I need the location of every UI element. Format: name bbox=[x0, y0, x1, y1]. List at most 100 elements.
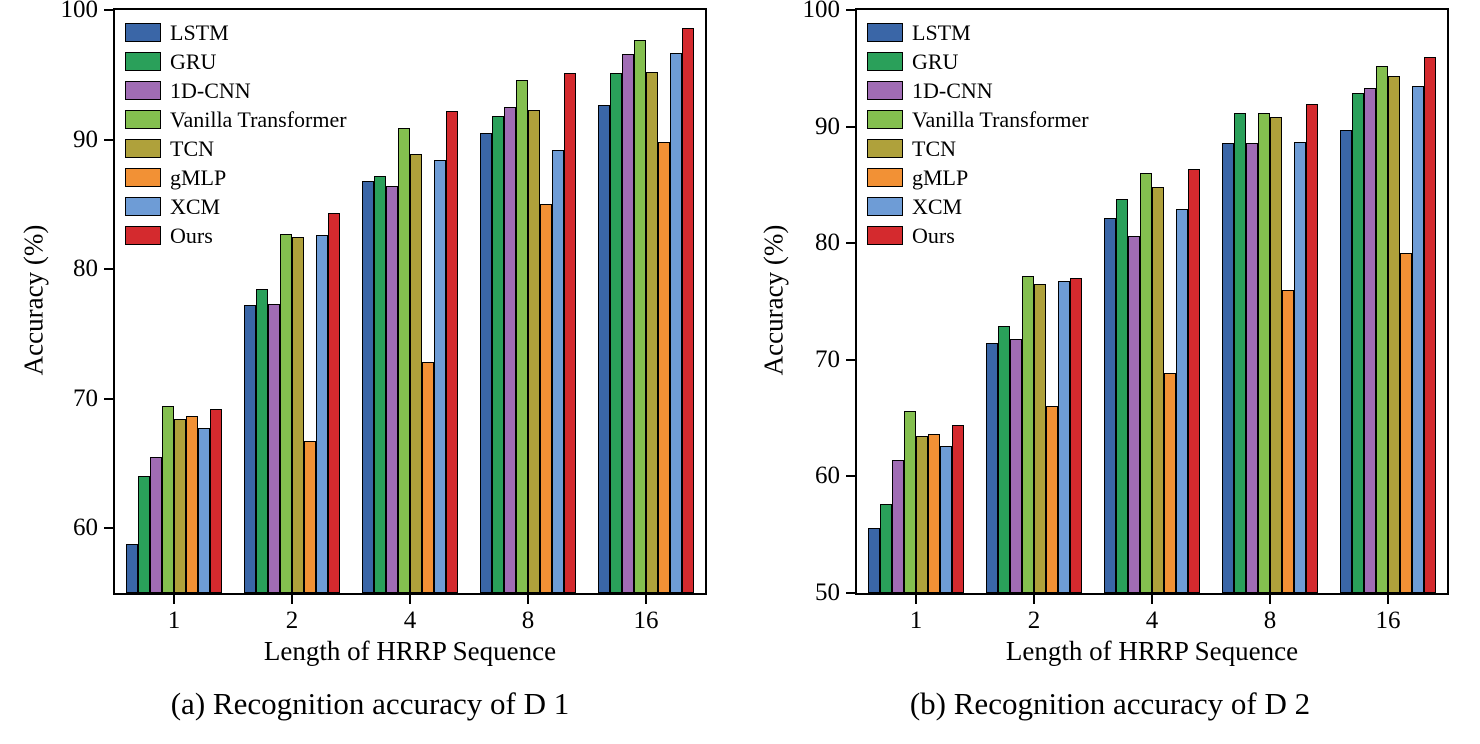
legend-item: 1D-CNN bbox=[867, 76, 1089, 105]
bar-gmlp-x2 bbox=[1046, 406, 1058, 593]
legend-label: XCM bbox=[170, 193, 221, 219]
plot-area-a: LSTM GRU 1D-CNN Vanilla Transformer TCN gMLP X… bbox=[113, 8, 707, 595]
bar-lstm-x2 bbox=[244, 305, 256, 593]
bar-1d-cnn-x2 bbox=[1010, 339, 1022, 593]
legend-label: LSTM bbox=[912, 19, 971, 45]
bar-gru-x4 bbox=[1116, 199, 1128, 593]
y-tick-label: 70 bbox=[73, 385, 98, 412]
legend-swatch-vanilla-transformer bbox=[867, 110, 903, 129]
bar-gmlp-x16 bbox=[1400, 253, 1412, 593]
legend-item: 1D-CNN bbox=[125, 76, 347, 105]
bar-tcn-x1 bbox=[916, 436, 928, 593]
legend-label: gMLP bbox=[912, 164, 969, 190]
y-tick-label: 70 bbox=[815, 346, 840, 373]
x-tick-mark bbox=[1151, 595, 1153, 604]
bar-xcm-x1 bbox=[940, 446, 952, 593]
y-axis-title: Accuracy (%) bbox=[18, 224, 49, 376]
bar-gru-x2 bbox=[256, 289, 268, 593]
x-tick-label: 2 bbox=[1027, 607, 1041, 634]
legend: LSTM GRU 1D-CNN Vanilla Transformer TCN gMLP X… bbox=[125, 18, 347, 250]
bar-xcm-x16 bbox=[670, 53, 682, 593]
legend-swatch-tcn bbox=[867, 139, 903, 158]
bar-vanilla-transformer-x4 bbox=[398, 128, 410, 593]
bar-vanilla-transformer-x1 bbox=[904, 411, 916, 593]
x-tick-mark bbox=[173, 595, 175, 604]
bar-1d-cnn-x8 bbox=[504, 107, 516, 593]
bar-1d-cnn-x1 bbox=[150, 457, 162, 593]
subfigure-a: Accuracy (%) LSTM GRU 1D-CNN Vanilla Transf… bbox=[18, 0, 707, 721]
bar-lstm-x4 bbox=[362, 181, 374, 593]
legend-item: GRU bbox=[867, 47, 1089, 76]
legend-swatch-ours bbox=[125, 226, 161, 245]
bar-1d-cnn-x4 bbox=[1128, 236, 1140, 593]
bar-lstm-x16 bbox=[598, 105, 610, 593]
plot-area-b: LSTM GRU 1D-CNN Vanilla Transformer TCN gMLP X… bbox=[855, 8, 1449, 595]
y-tick-mark bbox=[104, 139, 113, 141]
legend: LSTM GRU 1D-CNN Vanilla Transformer TCN gMLP X… bbox=[867, 18, 1089, 250]
y-tick-label: 100 bbox=[60, 0, 99, 23]
legend-swatch-gmlp bbox=[125, 168, 161, 187]
y-tick-label: 50 bbox=[815, 579, 840, 606]
bar-tcn-x2 bbox=[292, 237, 304, 593]
bar-xcm-x2 bbox=[1058, 281, 1070, 593]
y-tick-label: 90 bbox=[815, 113, 840, 140]
x-tick-mark bbox=[915, 595, 917, 604]
x-tick-label: 8 bbox=[521, 607, 535, 634]
bar-1d-cnn-x16 bbox=[1364, 88, 1376, 593]
bar-lstm-x2 bbox=[986, 343, 998, 593]
legend-item: LSTM bbox=[867, 18, 1089, 47]
y-tick-label: 80 bbox=[815, 229, 840, 256]
legend-label: Vanilla Transformer bbox=[170, 106, 347, 132]
legend-swatch-1d-cnn bbox=[125, 81, 161, 100]
legend-label: Ours bbox=[912, 222, 955, 248]
legend-swatch-gmlp bbox=[867, 168, 903, 187]
bar-1d-cnn-x2 bbox=[268, 304, 280, 593]
bar-lstm-x4 bbox=[1104, 218, 1116, 593]
bar-lstm-x1 bbox=[868, 528, 880, 593]
x-tick-mark bbox=[1269, 595, 1271, 604]
legend-label: Ours bbox=[170, 222, 213, 248]
bar-ours-x4 bbox=[446, 111, 458, 593]
legend-item: gMLP bbox=[867, 163, 1089, 192]
bar-ours-x16 bbox=[682, 28, 694, 593]
legend-swatch-tcn bbox=[125, 139, 161, 158]
bar-1d-cnn-x8 bbox=[1246, 143, 1258, 593]
bar-ours-x16 bbox=[1424, 57, 1436, 593]
y-tick-label: 60 bbox=[815, 462, 840, 489]
bar-vanilla-transformer-x4 bbox=[1140, 173, 1152, 593]
legend-swatch-1d-cnn bbox=[867, 81, 903, 100]
bar-gru-x16 bbox=[1352, 93, 1364, 593]
bar-gmlp-x4 bbox=[422, 362, 434, 593]
legend-label: XCM bbox=[912, 193, 963, 219]
x-tick-label: 1 bbox=[909, 607, 923, 634]
legend-swatch-vanilla-transformer bbox=[125, 110, 161, 129]
bar-gru-x1 bbox=[880, 504, 892, 593]
legend-swatch-lstm bbox=[867, 23, 903, 42]
y-tick-mark bbox=[104, 9, 113, 11]
legend-label: GRU bbox=[912, 48, 959, 74]
legend-item: LSTM bbox=[125, 18, 347, 47]
legend-label: GRU bbox=[170, 48, 217, 74]
y-tick-mark bbox=[846, 359, 855, 361]
bar-gru-x8 bbox=[492, 116, 504, 593]
bar-vanilla-transformer-x16 bbox=[1376, 66, 1388, 593]
bar-ours-x1 bbox=[952, 425, 964, 593]
bar-vanilla-transformer-x8 bbox=[1258, 113, 1270, 593]
legend-item: Ours bbox=[125, 221, 347, 250]
bar-gmlp-x8 bbox=[1282, 290, 1294, 593]
x-axis-title: Length of HRRP Sequence bbox=[263, 636, 557, 666]
bar-lstm-x1 bbox=[126, 544, 138, 593]
legend-label: LSTM bbox=[170, 19, 229, 45]
legend-swatch-xcm bbox=[867, 197, 903, 216]
legend-item: Vanilla Transformer bbox=[867, 105, 1089, 134]
legend-label: gMLP bbox=[170, 164, 227, 190]
x-tick-mark bbox=[1033, 595, 1035, 604]
bar-vanilla-transformer-x8 bbox=[516, 80, 528, 593]
bar-ours-x1 bbox=[210, 409, 222, 593]
bar-lstm-x8 bbox=[1222, 143, 1234, 593]
bar-xcm-x16 bbox=[1412, 86, 1424, 593]
bar-xcm-x4 bbox=[1176, 209, 1188, 593]
bar-tcn-x8 bbox=[1270, 117, 1282, 593]
legend-item: TCN bbox=[125, 134, 347, 163]
legend-swatch-xcm bbox=[125, 197, 161, 216]
